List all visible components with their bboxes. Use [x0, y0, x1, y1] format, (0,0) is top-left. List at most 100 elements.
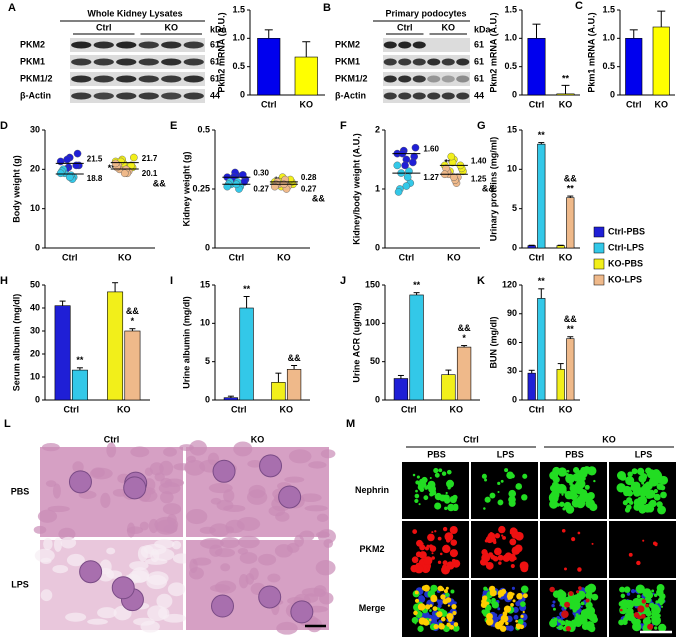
signal	[581, 489, 585, 492]
legend-label: KO-LPS	[608, 274, 642, 284]
blot-band	[93, 41, 114, 49]
bar	[71, 369, 88, 401]
y-tick-label: 0.25	[192, 183, 210, 193]
signal	[436, 611, 443, 618]
bar	[537, 143, 546, 249]
tubule	[162, 613, 187, 623]
significance: &&	[482, 184, 495, 194]
blot-band	[71, 75, 92, 83]
y-tick-label: 0	[512, 89, 517, 99]
x-tick-label: Ctrl	[62, 252, 78, 262]
blot-band	[383, 92, 397, 100]
signal	[441, 471, 447, 476]
signal	[576, 494, 579, 497]
signal	[625, 599, 635, 609]
signal	[552, 476, 560, 484]
signal	[578, 586, 582, 590]
signal	[414, 493, 420, 499]
signal	[500, 614, 509, 623]
signal	[619, 608, 623, 612]
tubule	[72, 461, 84, 473]
tubule	[156, 593, 173, 609]
signal	[659, 600, 663, 604]
fluorescence-image	[471, 521, 538, 578]
glomerulus	[212, 459, 236, 483]
signal	[552, 590, 561, 598]
y-tick-label: 0	[512, 242, 517, 252]
signal	[444, 592, 450, 597]
signal	[421, 542, 424, 545]
signal	[447, 604, 451, 607]
data-point	[120, 169, 129, 178]
signal	[498, 525, 506, 534]
signal	[617, 471, 626, 480]
blot-band	[412, 58, 426, 66]
data-point	[223, 182, 232, 191]
signal	[449, 525, 458, 535]
signal	[591, 542, 594, 545]
bar	[107, 291, 124, 401]
signal	[520, 614, 524, 619]
blot-band	[456, 75, 470, 83]
y-tick-label: 90	[507, 308, 517, 318]
blot-band	[183, 75, 204, 83]
data-point	[111, 159, 120, 168]
y-tick-label: 1.0	[232, 33, 245, 43]
signal	[485, 618, 494, 626]
signal	[591, 593, 599, 601]
tubule	[45, 480, 57, 488]
kda-size: 61	[474, 73, 484, 83]
significance: &&	[458, 323, 471, 333]
signal	[585, 591, 593, 600]
signal	[450, 539, 458, 546]
blot-band	[427, 75, 441, 83]
significance: *	[131, 316, 135, 326]
fluorescence-image	[540, 580, 607, 637]
signal	[577, 567, 582, 572]
signal	[632, 597, 641, 607]
signal	[655, 600, 659, 604]
blot-row-label: PKM2	[20, 39, 45, 49]
y-tick-label: 15	[200, 279, 210, 289]
tubule	[53, 537, 62, 552]
bar	[537, 298, 546, 401]
blot-band	[93, 58, 114, 66]
signal	[498, 561, 502, 565]
column-label: LPS	[497, 449, 515, 459]
y-tick-label: 5	[205, 356, 210, 366]
y-axis-label: Urine ACR (ug/mg)	[351, 302, 361, 382]
bar	[223, 397, 239, 401]
mean-label: 18.8	[87, 174, 103, 183]
blot-band	[183, 41, 204, 49]
signal	[570, 492, 578, 501]
x-tick-label: KO	[118, 252, 132, 262]
bar	[527, 245, 536, 249]
x-tick-label: Ctrl	[529, 252, 545, 262]
signal	[429, 492, 434, 497]
glomerulus	[259, 454, 283, 478]
signal	[417, 603, 426, 611]
fluorescence-image	[471, 580, 538, 637]
signal	[508, 499, 516, 507]
y-axis-label: Pkm2 mRNA (A.U.)	[216, 12, 226, 92]
tubule	[52, 564, 69, 574]
panel-label: D	[0, 120, 8, 132]
signal	[642, 539, 645, 542]
kda-size: 61	[210, 39, 220, 49]
signal	[573, 467, 580, 474]
data-point	[65, 173, 74, 181]
glomerulus	[211, 594, 235, 618]
signal	[501, 534, 504, 537]
y-tick-label: 1	[375, 183, 380, 193]
legend-swatch	[593, 226, 605, 238]
tubule	[154, 516, 179, 533]
signal	[575, 590, 580, 594]
x-tick-label: KO	[277, 252, 291, 262]
signal	[445, 491, 448, 495]
x-tick-label: Ctrl	[229, 252, 245, 262]
bar	[556, 93, 575, 96]
signal	[431, 531, 434, 534]
signal	[437, 494, 440, 498]
blot-band	[427, 58, 441, 66]
blot-band	[398, 58, 412, 66]
